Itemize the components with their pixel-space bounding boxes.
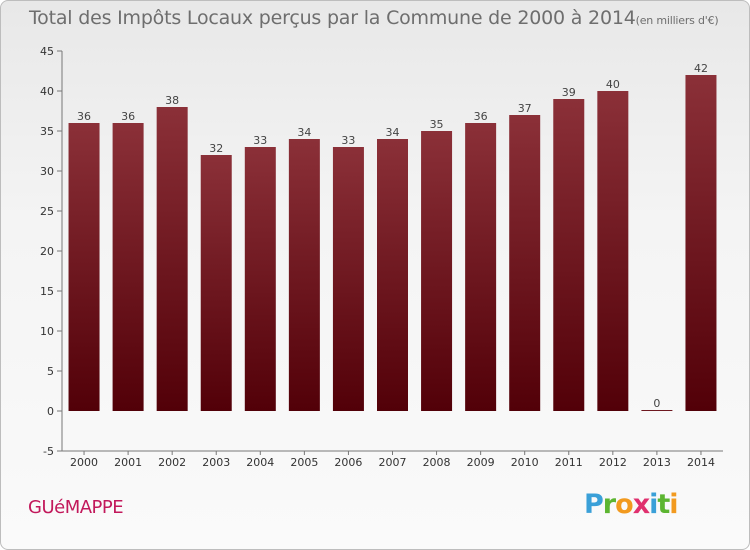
- data-label: 36: [121, 110, 135, 123]
- y-tick-label: 10: [40, 325, 54, 338]
- logo-letter: x: [632, 489, 650, 520]
- y-tick-label: 45: [40, 45, 54, 58]
- x-tick-label: 2006: [334, 456, 362, 469]
- bar: [156, 107, 188, 411]
- data-label: 40: [606, 78, 620, 91]
- data-label: 0: [653, 397, 660, 410]
- chart-title: Total des Impôts Locaux perçus par la Co…: [29, 7, 719, 29]
- x-tick-label: 2008: [423, 456, 451, 469]
- x-tick-label: 2001: [114, 456, 142, 469]
- bar: [597, 91, 629, 411]
- x-tick-label: 2012: [599, 456, 627, 469]
- y-tick-label: 15: [40, 285, 54, 298]
- bar: [244, 147, 276, 411]
- data-label: 39: [562, 86, 576, 99]
- data-label: 34: [297, 126, 311, 139]
- x-tick-label: 2003: [202, 456, 230, 469]
- bar: [377, 139, 408, 411]
- proxiti-logo[interactable]: Proxiti: [584, 489, 679, 520]
- x-tick-label: 2014: [687, 456, 715, 469]
- bar: [112, 123, 144, 411]
- y-tick-label: 20: [40, 245, 54, 258]
- x-tick-label: 2009: [467, 456, 495, 469]
- y-tick-label: 5: [47, 365, 54, 378]
- data-label: 37: [518, 102, 532, 115]
- y-tick-label: 30: [40, 165, 54, 178]
- logo-letter: P: [584, 489, 604, 520]
- bar: [641, 410, 673, 411]
- bar: [288, 139, 320, 411]
- chart-title-text: Total des Impôts Locaux perçus par la Co…: [29, 7, 636, 29]
- bar: [509, 115, 541, 411]
- data-label: 42: [694, 62, 708, 75]
- x-tick-label: 2007: [379, 456, 407, 469]
- data-label: 34: [386, 126, 400, 139]
- logo-letter: i: [649, 489, 658, 520]
- bar: [200, 155, 232, 411]
- logo-letter: o: [615, 489, 634, 520]
- data-label: 38: [165, 94, 179, 107]
- bar: [421, 131, 453, 411]
- logo-letter: t: [657, 489, 670, 520]
- data-label: 33: [253, 134, 267, 147]
- y-tick-label: 35: [40, 125, 54, 138]
- x-tick-label: 2004: [246, 456, 274, 469]
- bar: [685, 75, 717, 411]
- y-tick-label: 25: [40, 205, 54, 218]
- y-tick-label: 40: [40, 85, 54, 98]
- bar: [465, 123, 497, 411]
- x-tick-label: 2010: [511, 456, 539, 469]
- logo-letter: r: [602, 489, 616, 520]
- bar: [68, 123, 100, 411]
- y-tick-label: 0: [47, 405, 54, 418]
- data-label: 36: [77, 110, 91, 123]
- commune-name: GUéMAPPE: [28, 497, 124, 518]
- bar: [553, 99, 585, 411]
- logo-letter: i: [669, 489, 678, 520]
- chart-unit-note: (en milliers d'€): [635, 14, 719, 27]
- x-tick-label: 2013: [643, 456, 671, 469]
- data-label: 35: [430, 118, 444, 131]
- x-tick-label: 2011: [555, 456, 583, 469]
- x-tick-label: 2000: [70, 456, 98, 469]
- data-label: 32: [209, 142, 223, 155]
- data-label: 36: [474, 110, 488, 123]
- x-tick-label: 2005: [290, 456, 318, 469]
- data-label: 33: [341, 134, 355, 147]
- y-tick-label: -5: [43, 445, 54, 458]
- bar: [332, 147, 364, 411]
- x-tick-label: 2002: [158, 456, 186, 469]
